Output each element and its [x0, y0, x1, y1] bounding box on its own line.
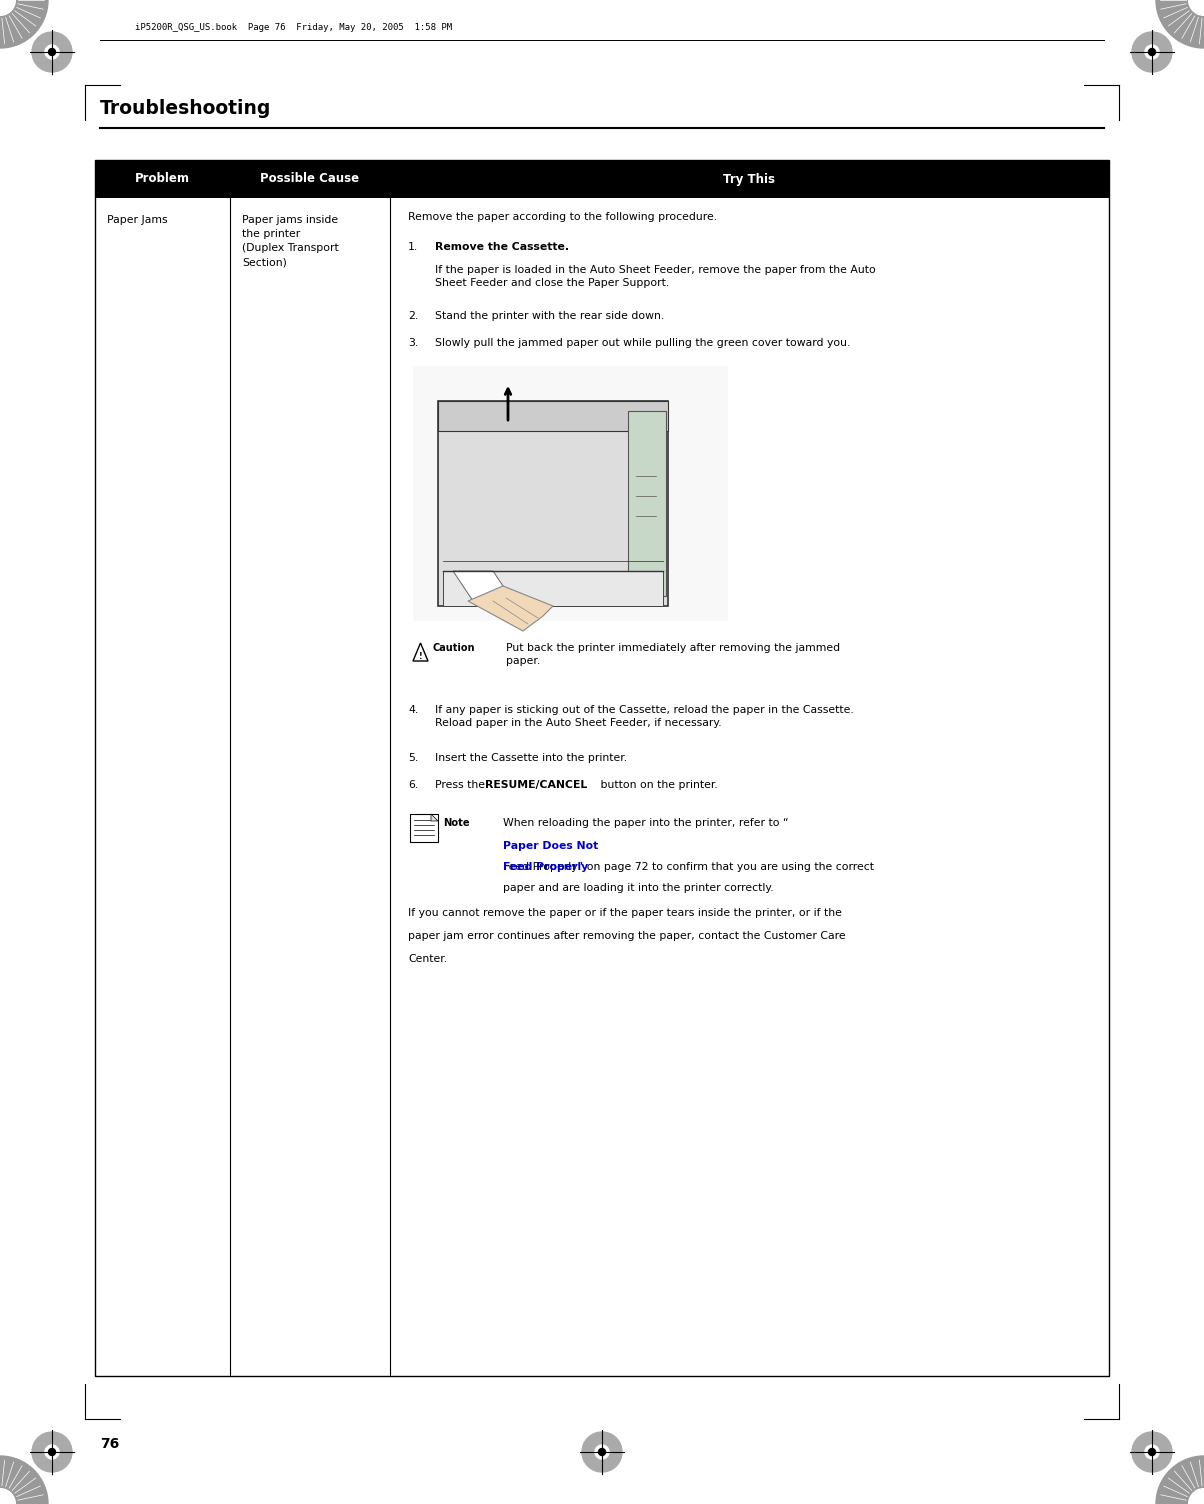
Text: 2.: 2. [408, 311, 418, 320]
Polygon shape [453, 572, 513, 602]
Circle shape [582, 1432, 622, 1472]
Circle shape [595, 1445, 609, 1459]
Polygon shape [413, 644, 427, 660]
Text: Note: Note [443, 818, 470, 829]
Circle shape [1145, 45, 1159, 59]
Text: If the paper is loaded in the Auto Sheet Feeder, remove the paper from the Auto
: If the paper is loaded in the Auto Sheet… [435, 265, 875, 289]
Polygon shape [431, 814, 438, 821]
Circle shape [48, 1448, 55, 1456]
Text: Try This: Try This [724, 173, 775, 185]
Bar [628, 411, 666, 596]
Text: 5.: 5. [408, 754, 418, 763]
Circle shape [33, 32, 72, 72]
Polygon shape [468, 587, 553, 632]
Circle shape [1149, 1448, 1156, 1456]
Circle shape [0, 0, 16, 15]
Circle shape [1145, 1445, 1159, 1459]
Text: Troubleshooting: Troubleshooting [100, 99, 271, 117]
Bar [95, 159, 1109, 1376]
Text: 76: 76 [100, 1436, 119, 1451]
Text: Possible Cause: Possible Cause [260, 173, 360, 185]
Circle shape [1156, 0, 1204, 48]
Text: 6.: 6. [408, 781, 418, 790]
Circle shape [48, 48, 55, 56]
Text: button on the printer.: button on the printer. [597, 781, 718, 790]
Text: Caution: Caution [433, 644, 476, 653]
Bar [438, 402, 668, 606]
Text: Remove the paper according to the following procedure.: Remove the paper according to the follow… [408, 212, 718, 223]
Bar [95, 159, 1109, 199]
Circle shape [1149, 48, 1156, 56]
Circle shape [0, 1489, 16, 1504]
Text: Insert the Cassette into the printer.: Insert the Cassette into the printer. [435, 754, 627, 763]
Text: Problem: Problem [135, 173, 190, 185]
Circle shape [598, 1448, 606, 1456]
Circle shape [45, 45, 59, 59]
Text: Feed Properly” on page 72 to confirm that you are using the correct: Feed Properly” on page 72 to confirm tha… [503, 862, 874, 872]
Text: Stand the printer with the rear side down.: Stand the printer with the rear side dow… [435, 311, 665, 320]
Text: paper and are loading it into the printer correctly.: paper and are loading it into the printe… [503, 883, 774, 893]
Text: Remove the Cassette.: Remove the Cassette. [435, 242, 569, 253]
Circle shape [0, 0, 48, 48]
Circle shape [1132, 32, 1171, 72]
Text: paper jam error continues after removing the paper, contact the Customer Care: paper jam error continues after removing… [408, 931, 845, 942]
Circle shape [45, 1445, 59, 1459]
Text: Paper jams inside
the printer
(Duplex Transport
Section): Paper jams inside the printer (Duplex Tr… [242, 215, 338, 268]
Bar [438, 402, 668, 432]
Text: Press the: Press the [435, 781, 489, 790]
Circle shape [1188, 1489, 1204, 1504]
Text: When reloading the paper into the printer, refer to “: When reloading the paper into the printe… [503, 818, 789, 829]
Text: iP5200R_QSG_US.book  Page 76  Friday, May 20, 2005  1:58 PM: iP5200R_QSG_US.book Page 76 Friday, May … [135, 24, 453, 33]
Text: RESUME/CANCEL: RESUME/CANCEL [485, 781, 588, 790]
Text: 3.: 3. [408, 338, 418, 347]
Circle shape [1132, 1432, 1171, 1472]
Text: Slowly pull the jammed paper out while pulling the green cover toward you.: Slowly pull the jammed paper out while p… [435, 338, 850, 347]
Text: !: ! [419, 651, 423, 660]
Circle shape [0, 1456, 48, 1504]
Text: Put back the printer immediately after removing the jammed
paper.: Put back the printer immediately after r… [506, 644, 840, 666]
Bar [411, 814, 438, 842]
Text: Paper Jams: Paper Jams [107, 215, 167, 226]
Circle shape [1188, 0, 1204, 15]
Text: Center.: Center. [408, 954, 447, 964]
Bar [443, 572, 663, 606]
Bar [413, 365, 728, 621]
Circle shape [33, 1432, 72, 1472]
Text: 1.: 1. [408, 242, 418, 253]
Text: Feed Properly: Feed Properly [503, 862, 589, 872]
Text: Paper Does Not: Paper Does Not [503, 841, 598, 851]
Text: 4.: 4. [408, 705, 418, 714]
Text: If you cannot remove the paper or if the paper tears inside the printer, or if t: If you cannot remove the paper or if the… [408, 908, 842, 917]
Text: If any paper is sticking out of the Cassette, reload the paper in the Cassette.
: If any paper is sticking out of the Cass… [435, 705, 854, 728]
Circle shape [1156, 1456, 1204, 1504]
